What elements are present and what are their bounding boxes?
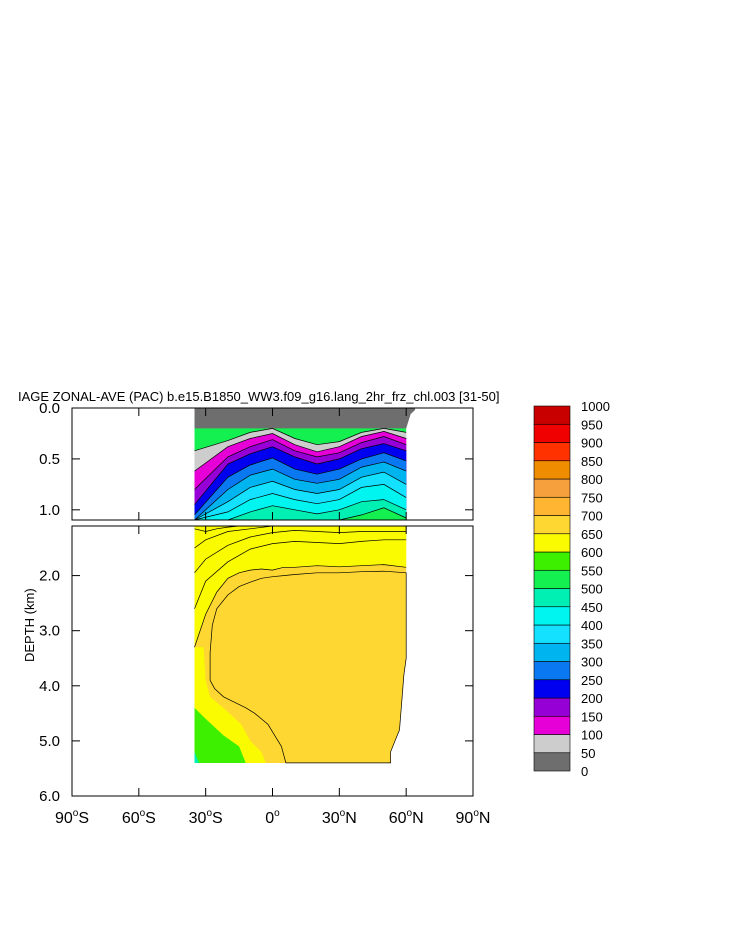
lower-ytick-label: 6.0 bbox=[39, 788, 60, 805]
colorbar-box bbox=[533, 442, 571, 462]
lower-band-650 bbox=[194, 526, 407, 648]
x-axis: 90oS 60oS 30oS 0o 30oN 60oN 90oN bbox=[55, 408, 490, 827]
colorbar-label: 200 bbox=[581, 691, 603, 706]
upper-contour-300 bbox=[194, 461, 407, 521]
upper-y-axis: 0.0 0.5 1.0 bbox=[39, 400, 473, 519]
colorbar-label: 700 bbox=[581, 509, 603, 524]
upper-ytick-label: 1.0 bbox=[39, 502, 60, 519]
colorbar-box bbox=[533, 588, 571, 608]
upper-ytick-label: 0.5 bbox=[39, 451, 60, 468]
colorbar-label: 400 bbox=[581, 618, 603, 633]
colorbar-label: 100 bbox=[581, 728, 603, 743]
lower-y-axis: 2.0 3.0 4.0 5.0 6.0 bbox=[39, 568, 473, 805]
upper-ytick-label: 0.0 bbox=[39, 400, 60, 417]
lower-contour-550 bbox=[194, 530, 407, 574]
colorbar-box bbox=[533, 533, 571, 553]
colorbar-box bbox=[533, 697, 571, 717]
lower-panel: 2.03.04.05.06.0 90oS 60oS 30oS 0o 30oN 60oN 90… bbox=[39, 408, 490, 827]
xtick-label: 30oS bbox=[189, 808, 223, 827]
colorbar-label: 150 bbox=[581, 709, 603, 724]
lower-contour-600 bbox=[194, 539, 407, 609]
xtick-label: 30oN bbox=[322, 808, 357, 827]
lower-region-675 bbox=[209, 570, 407, 764]
lower-band-cyan-west bbox=[194, 751, 199, 763]
colorbar-box bbox=[533, 478, 571, 498]
upper-panel: 0.0 0.5 1.0 bbox=[39, 400, 474, 521]
colorbar-box bbox=[533, 734, 571, 754]
colorbar-label: 850 bbox=[581, 454, 603, 469]
colorbar-label: 50 bbox=[581, 746, 595, 761]
lower-ytick-label: 4.0 bbox=[39, 678, 60, 695]
colorbar-label: 500 bbox=[581, 582, 603, 597]
colorbar-box bbox=[533, 496, 571, 516]
y-axis-label: DEPTH (km) bbox=[22, 588, 37, 662]
colorbar-box bbox=[533, 551, 571, 571]
upper-contour-250 bbox=[194, 452, 407, 516]
colorbar-label: 250 bbox=[581, 673, 603, 688]
upper-plot-area bbox=[194, 408, 416, 521]
colorbar-box bbox=[533, 515, 571, 535]
upper-band-surface bbox=[194, 408, 416, 429]
colorbar-label: 0 bbox=[581, 764, 588, 779]
xtick-label: 90oS bbox=[55, 808, 89, 827]
colorbar-box bbox=[533, 423, 571, 443]
upper-contour-200 bbox=[194, 443, 407, 505]
colorbar-box bbox=[533, 624, 571, 644]
colorbar-box bbox=[533, 405, 571, 425]
colorbar-label: 350 bbox=[581, 636, 603, 651]
colorbar-box bbox=[533, 642, 571, 662]
lower-ytick-label: 3.0 bbox=[39, 623, 60, 640]
upper-contour-400 bbox=[194, 484, 407, 521]
lower-contour-650 bbox=[194, 564, 407, 648]
colorbar-label: 1000 bbox=[581, 399, 610, 414]
colorbar-box bbox=[533, 661, 571, 681]
upper-contour-100 bbox=[194, 431, 407, 472]
chart-title: IAGE ZONAL-AVE (PAC) b.e15.B1850_WW3.f09… bbox=[18, 389, 500, 404]
colorbar-label: 450 bbox=[581, 600, 603, 615]
colorbar-box bbox=[533, 606, 571, 626]
colorbar-label: 650 bbox=[581, 527, 603, 542]
colorbar-box bbox=[533, 569, 571, 589]
lower-ytick-label: 2.0 bbox=[39, 568, 60, 585]
colorbar-label: 300 bbox=[581, 655, 603, 670]
colorbar-box bbox=[533, 715, 571, 735]
xtick-label: 60oS bbox=[122, 808, 156, 827]
colorbar-box bbox=[533, 752, 571, 772]
lower-plot-area bbox=[194, 525, 407, 764]
xtick-label: 60oN bbox=[389, 808, 424, 827]
upper-contour-450 bbox=[194, 499, 407, 521]
colorbar-label: 750 bbox=[581, 490, 603, 505]
colorbar-label: 900 bbox=[581, 436, 603, 451]
colorbar-label: 800 bbox=[581, 472, 603, 487]
colorbar-label: 550 bbox=[581, 563, 603, 578]
xtick-label: 0o bbox=[265, 808, 280, 827]
lower-ytick-label: 5.0 bbox=[39, 733, 60, 750]
xtick-label: 90oN bbox=[456, 808, 491, 827]
colorbar-label: 600 bbox=[581, 545, 603, 560]
colorbar-label: 950 bbox=[581, 417, 603, 432]
upper-contour-150 bbox=[194, 436, 407, 490]
lower-band-green-west bbox=[194, 707, 246, 763]
colorbar: 0 50 100 150 200 250 300 350 400 450 500 550 600 650 7… bbox=[533, 399, 610, 779]
upper-contour-350 bbox=[194, 471, 407, 521]
colorbar-box bbox=[533, 679, 571, 699]
colorbar-box bbox=[533, 460, 571, 480]
upper-fill-450 bbox=[194, 499, 407, 520]
upper-contour-50 bbox=[194, 428, 407, 452]
